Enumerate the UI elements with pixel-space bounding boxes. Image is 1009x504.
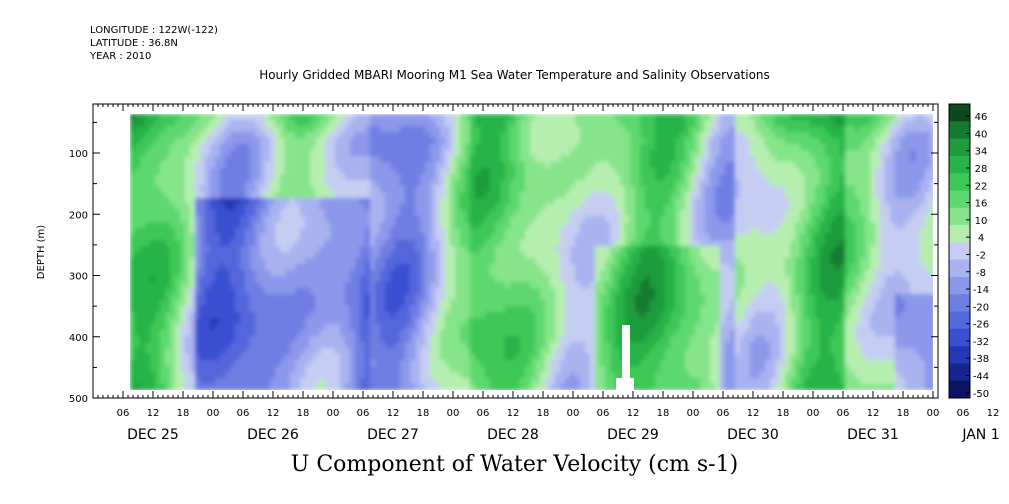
colorbar-label: -50 — [973, 389, 989, 400]
colorbar-label: 16 — [975, 199, 988, 210]
x-day-label: DEC 25 — [127, 427, 179, 443]
x-axis-ticks: 06 12 18 00 06 12 18 00 06 12 18 00 06 12 18 00 06 12 18 00… — [92, 104, 1000, 443]
x-hour-label: 12 — [987, 408, 1000, 419]
x-hour-label: 00 — [207, 408, 220, 419]
colorbar-swatch — [949, 104, 970, 122]
colorbar-swatch — [949, 311, 970, 330]
colorbar-frame — [948, 103, 971, 399]
plot-frame — [92, 103, 939, 399]
y-tick-label: 100 — [69, 149, 88, 160]
colorbar-swatch — [949, 259, 970, 278]
x-hour-label: 12 — [507, 408, 520, 419]
x-hour-label: 06 — [837, 408, 850, 419]
longitude-label: LONGITUDE : 122W(-122) — [90, 25, 218, 36]
colorbar-swatch — [949, 242, 970, 261]
x-hour-label: 18 — [177, 408, 190, 419]
colorbar-label: -14 — [973, 285, 989, 296]
colorbar-swatch — [949, 190, 970, 209]
colorbar-swatch — [949, 328, 970, 347]
y-tick-label: 200 — [69, 210, 88, 221]
x-hour-label: 00 — [687, 408, 700, 419]
x-hour-label: 18 — [897, 408, 910, 419]
x-hour-label: 12 — [627, 408, 640, 419]
y-axis-ticks: 100 200 300 400 500 — [69, 121, 938, 405]
x-hour-label: 00 — [927, 408, 940, 419]
x-day-label: DEC 29 — [607, 427, 659, 443]
colorbar-label: -8 — [976, 268, 986, 279]
x-day-label: DEC 26 — [247, 427, 299, 443]
colorbar-label: 28 — [975, 164, 988, 175]
colorbar-label: 4 — [978, 233, 984, 244]
colorbar: 46 40 34 28 22 16 10 4 -2 -8 -14 -20 -26 -32 -38 -44 -50 — [948, 103, 989, 400]
gap-bar — [622, 325, 630, 390]
colorbar-swatch — [949, 346, 970, 364]
x-hour-label: 12 — [147, 408, 160, 419]
x-hour-label: 12 — [747, 408, 760, 419]
chart-title: Hourly Gridded MBARI Mooring M1 Sea Wate… — [259, 68, 770, 82]
y-tick-label: 500 — [69, 394, 88, 405]
x-day-label: JAN 1 — [961, 427, 999, 443]
x-day-label: DEC 27 — [367, 427, 419, 443]
x-hour-label: 18 — [537, 408, 550, 419]
x-hour-label: 12 — [387, 408, 400, 419]
colorbar-swatch — [949, 225, 970, 243]
x-hour-label: 18 — [417, 408, 430, 419]
year-label: YEAR : 2010 — [90, 51, 152, 62]
colorbar-swatch — [949, 276, 970, 295]
colorbar-swatch — [949, 155, 970, 174]
variable-label: U Component of Water Velocity (cm s-1) — [290, 452, 739, 477]
missing-data-gap — [616, 325, 634, 390]
colorbar-label: 34 — [975, 147, 988, 158]
x-hour-label: 18 — [297, 408, 310, 419]
colorbar-swatch — [949, 363, 970, 382]
x-hour-label: 12 — [267, 408, 280, 419]
x-hour-label: 06 — [237, 408, 250, 419]
colorbar-label: 22 — [975, 181, 988, 192]
colorbar-swatch — [949, 121, 970, 140]
heatmap-cells — [130, 114, 933, 390]
colorbar-label: -38 — [973, 354, 989, 365]
x-day-label: DEC 28 — [487, 427, 539, 443]
colorbar-label: -44 — [973, 372, 989, 383]
colorbar-label: 40 — [975, 129, 988, 140]
colorbar-swatch — [949, 173, 970, 191]
x-hour-label: 18 — [777, 408, 790, 419]
y-tick-label: 300 — [69, 272, 88, 283]
x-hour-label: 06 — [597, 408, 610, 419]
x-day-label: DEC 31 — [847, 427, 899, 443]
x-hour-label: 00 — [327, 408, 340, 419]
x-hour-label: 12 — [867, 408, 880, 419]
colorbar-label: 10 — [975, 216, 988, 227]
x-hour-label: 00 — [447, 408, 460, 419]
colorbar-label: 46 — [975, 112, 988, 123]
x-hour-label: 06 — [357, 408, 370, 419]
x-hour-label: 06 — [957, 408, 970, 419]
colorbar-label: -20 — [973, 302, 989, 313]
x-day-label: DEC 30 — [727, 427, 779, 443]
x-hour-label: 06 — [717, 408, 730, 419]
y-tick-label: 400 — [69, 333, 88, 344]
y-axis-label: DEPTH (m) — [36, 225, 47, 279]
x-hour-label: 18 — [657, 408, 670, 419]
colorbar-swatch — [949, 138, 970, 157]
colorbar-swatch — [949, 207, 970, 226]
colorbar-label: -2 — [976, 250, 986, 261]
colorbar-swatch — [949, 380, 970, 399]
latitude-label: LATITUDE : 36.8N — [90, 38, 178, 49]
x-hour-label: 00 — [807, 408, 820, 419]
heatmap-field — [130, 114, 933, 390]
x-hour-label: 00 — [567, 408, 580, 419]
x-hour-label: 06 — [477, 408, 490, 419]
colorbar-swatch — [949, 294, 970, 313]
colorbar-label: -26 — [973, 320, 989, 331]
colorbar-label: -32 — [973, 337, 989, 348]
gap-notch — [616, 378, 634, 390]
x-hour-label: 06 — [117, 408, 130, 419]
